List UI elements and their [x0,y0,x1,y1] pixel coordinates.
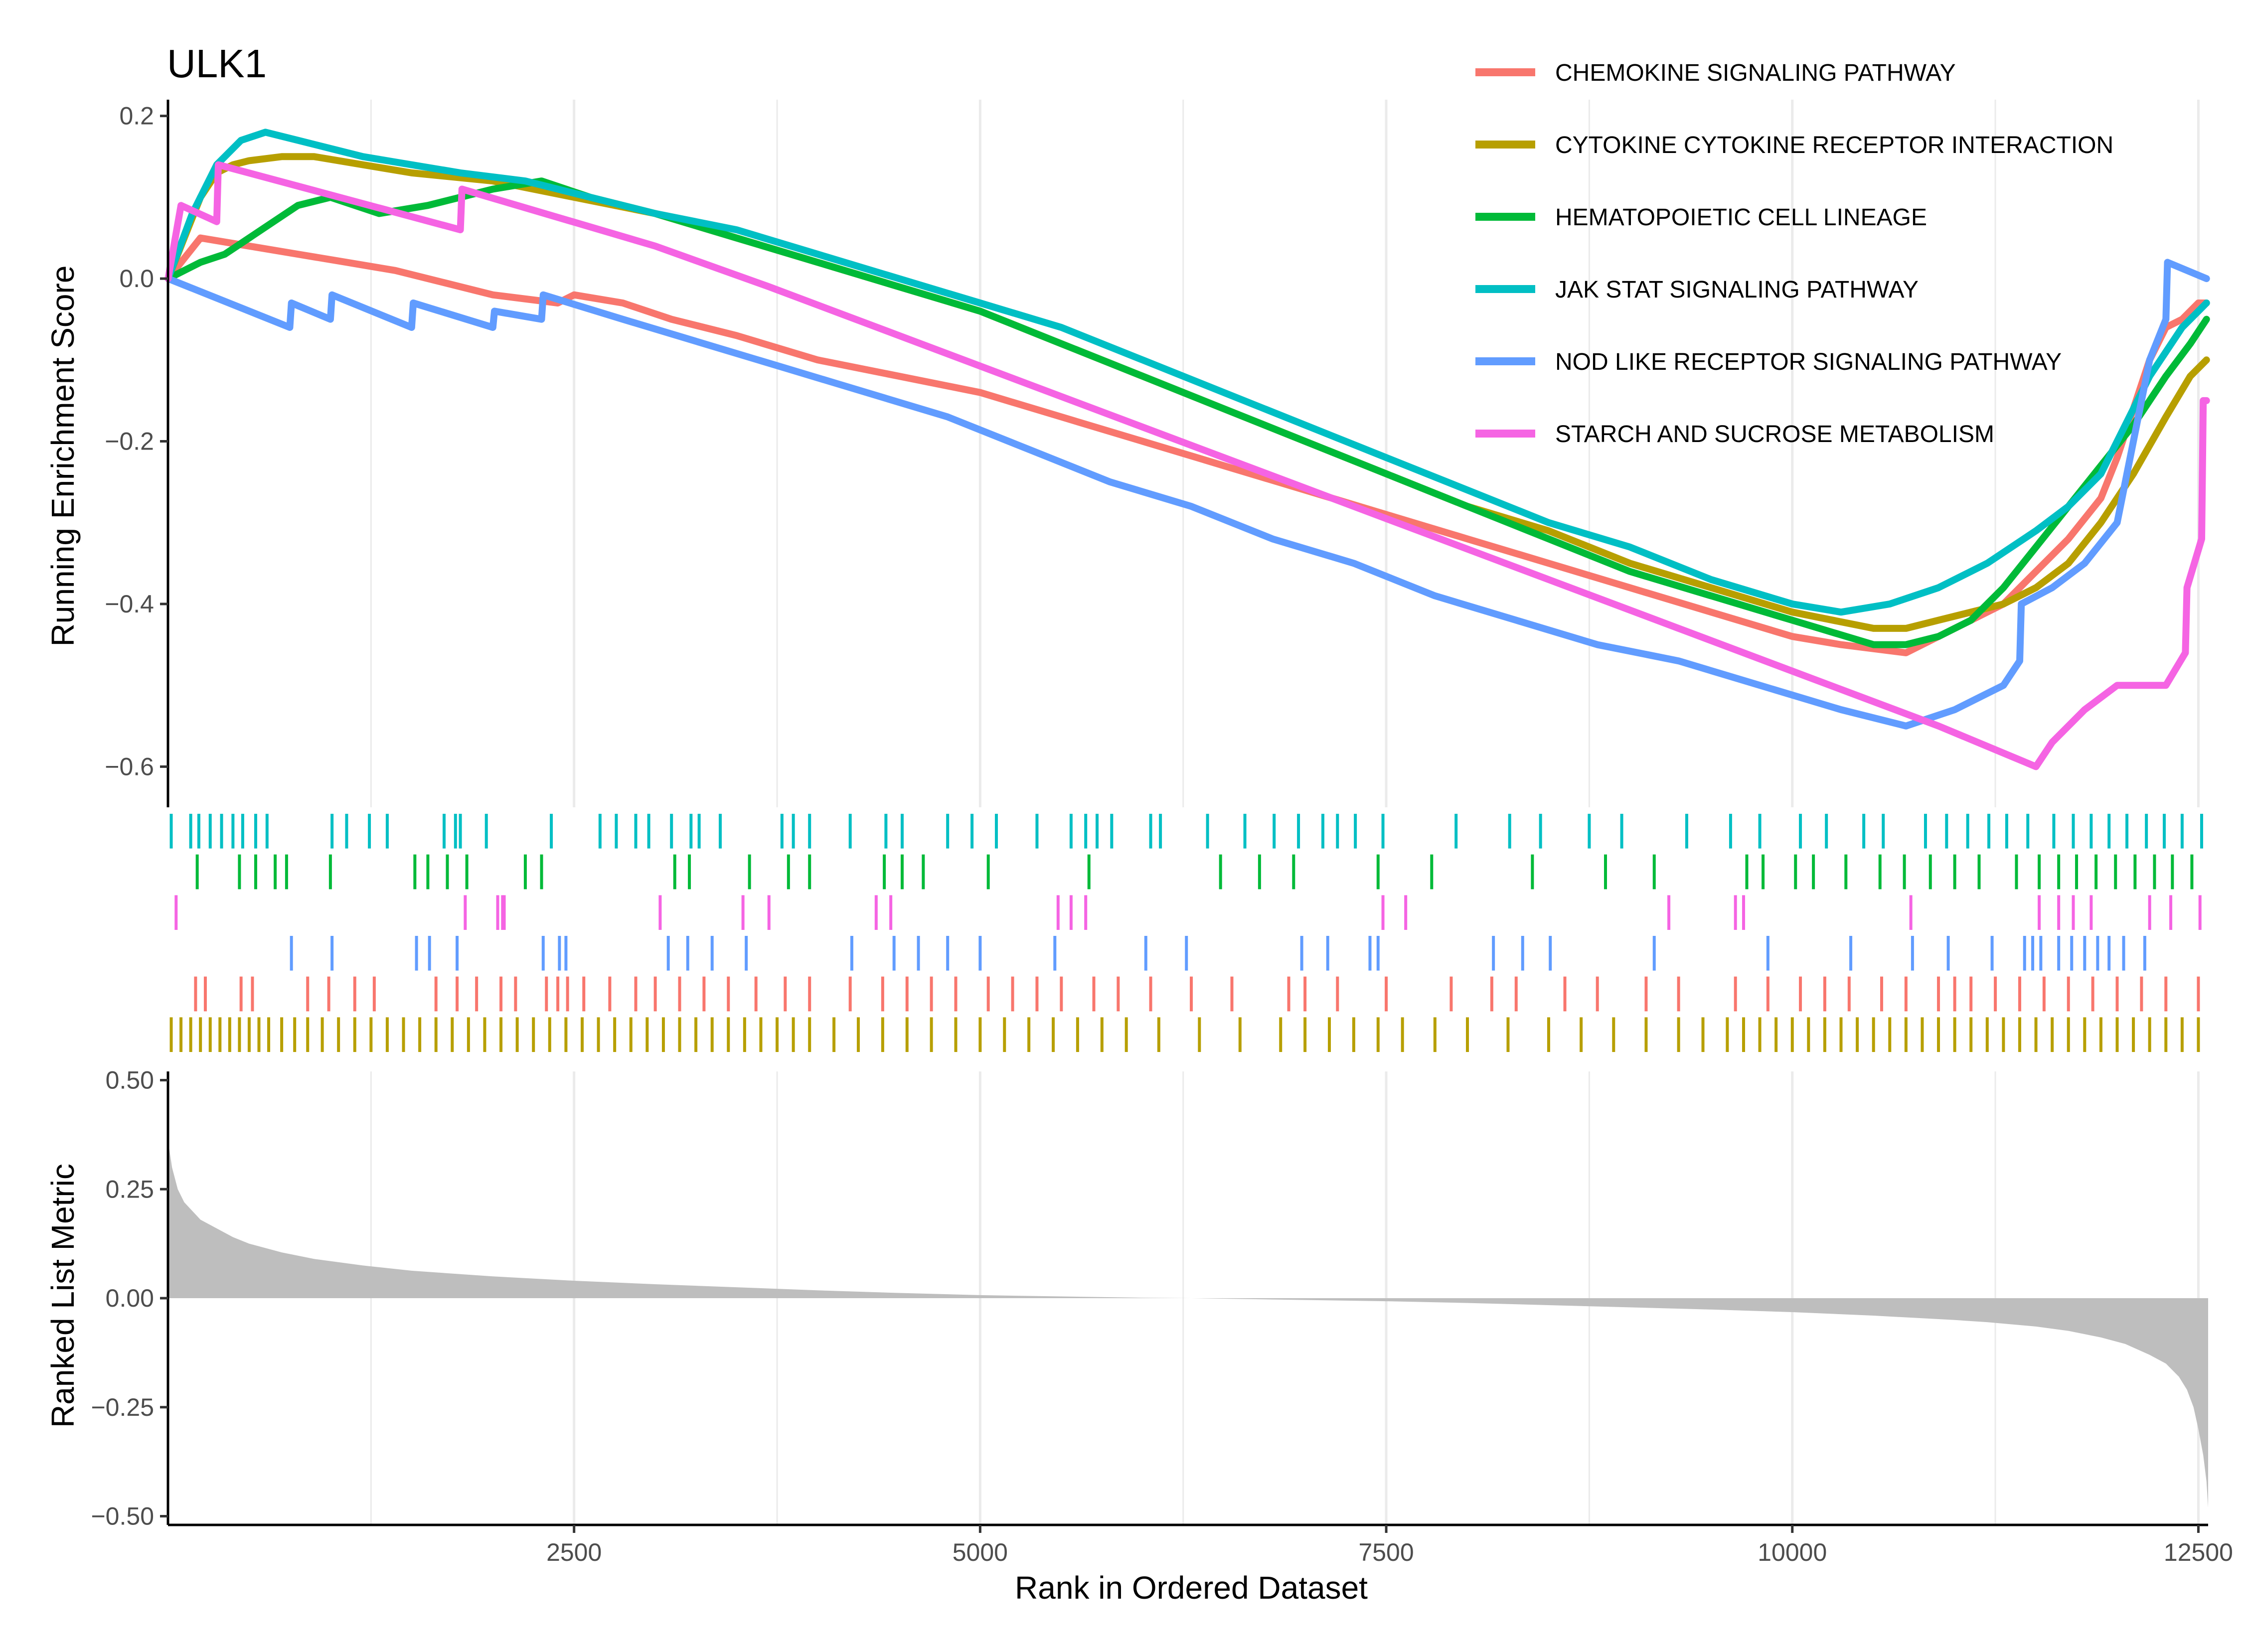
ranked-metric-ylabel: Ranked List Metric [45,1164,81,1428]
series-line-4 [164,129,2210,616]
legend-label-3: HEMATOPOIETIC CELL LINEAGE [1555,204,1927,231]
running-score-y-tick-label: −0.2 [105,428,154,455]
x-tick-label: 7500 [1358,1538,1414,1566]
ranked-metric-y-tick-label: 0.25 [106,1175,154,1203]
ranked-metric-y-tick-label: 0.00 [106,1284,154,1312]
series-line-5 [164,259,2210,730]
running-score-ylabel: Running Enrichment Score [45,266,81,647]
legend: CHEMOKINE SIGNALING PATHWAY CYTOKINE CYTO… [1475,60,2113,448]
ranked-metric-axis: 0.50 0.25 0.00 −0.25 −0.50 2500 5000 7500 10000 1… [91,1066,2233,1567]
chart-title: ULK1 [167,41,267,86]
gene-hit-marks [169,814,2203,1052]
ranked-metric-y-tick-label: −0.25 [91,1393,154,1421]
legend-label-2: CYTOKINE CYTOKINE RECEPTOR INTERACTION [1555,132,2113,158]
x-tick-label: 10000 [1758,1538,1827,1566]
x-tick-label: 5000 [953,1538,1008,1566]
ranked-metric-y-tick-label: −0.50 [91,1502,154,1530]
running-score-series [164,129,2210,770]
x-tick-label: 2500 [546,1538,602,1566]
ranked-metric-y-tick-label: 0.50 [106,1066,154,1094]
running-score-y-tick-label: 0.0 [119,265,154,293]
running-score-y-tick-label: −0.4 [105,590,154,618]
legend-label-6: STARCH AND SUCROSE METABOLISM [1555,421,1994,448]
legend-label-4: JAK STAT SIGNALING PATHWAY [1555,277,1919,303]
running-score-y-tick-label: 0.2 [119,102,154,130]
running-score-axis: 0.2 0.0 −0.2 −0.4 −0.6 [105,100,169,807]
running-score-y-tick-label: −0.6 [105,752,154,780]
legend-label-5: NOD LIKE RECEPTOR SIGNALING PATHWAY [1555,349,2062,375]
x-axis-label: Rank in Ordered Dataset [1015,1570,1368,1606]
x-tick-label: 12500 [2164,1538,2233,1566]
series-line-6 [164,161,2210,770]
legend-label-1: CHEMOKINE SIGNALING PATHWAY [1555,60,1956,86]
series-line-1 [164,234,2210,656]
